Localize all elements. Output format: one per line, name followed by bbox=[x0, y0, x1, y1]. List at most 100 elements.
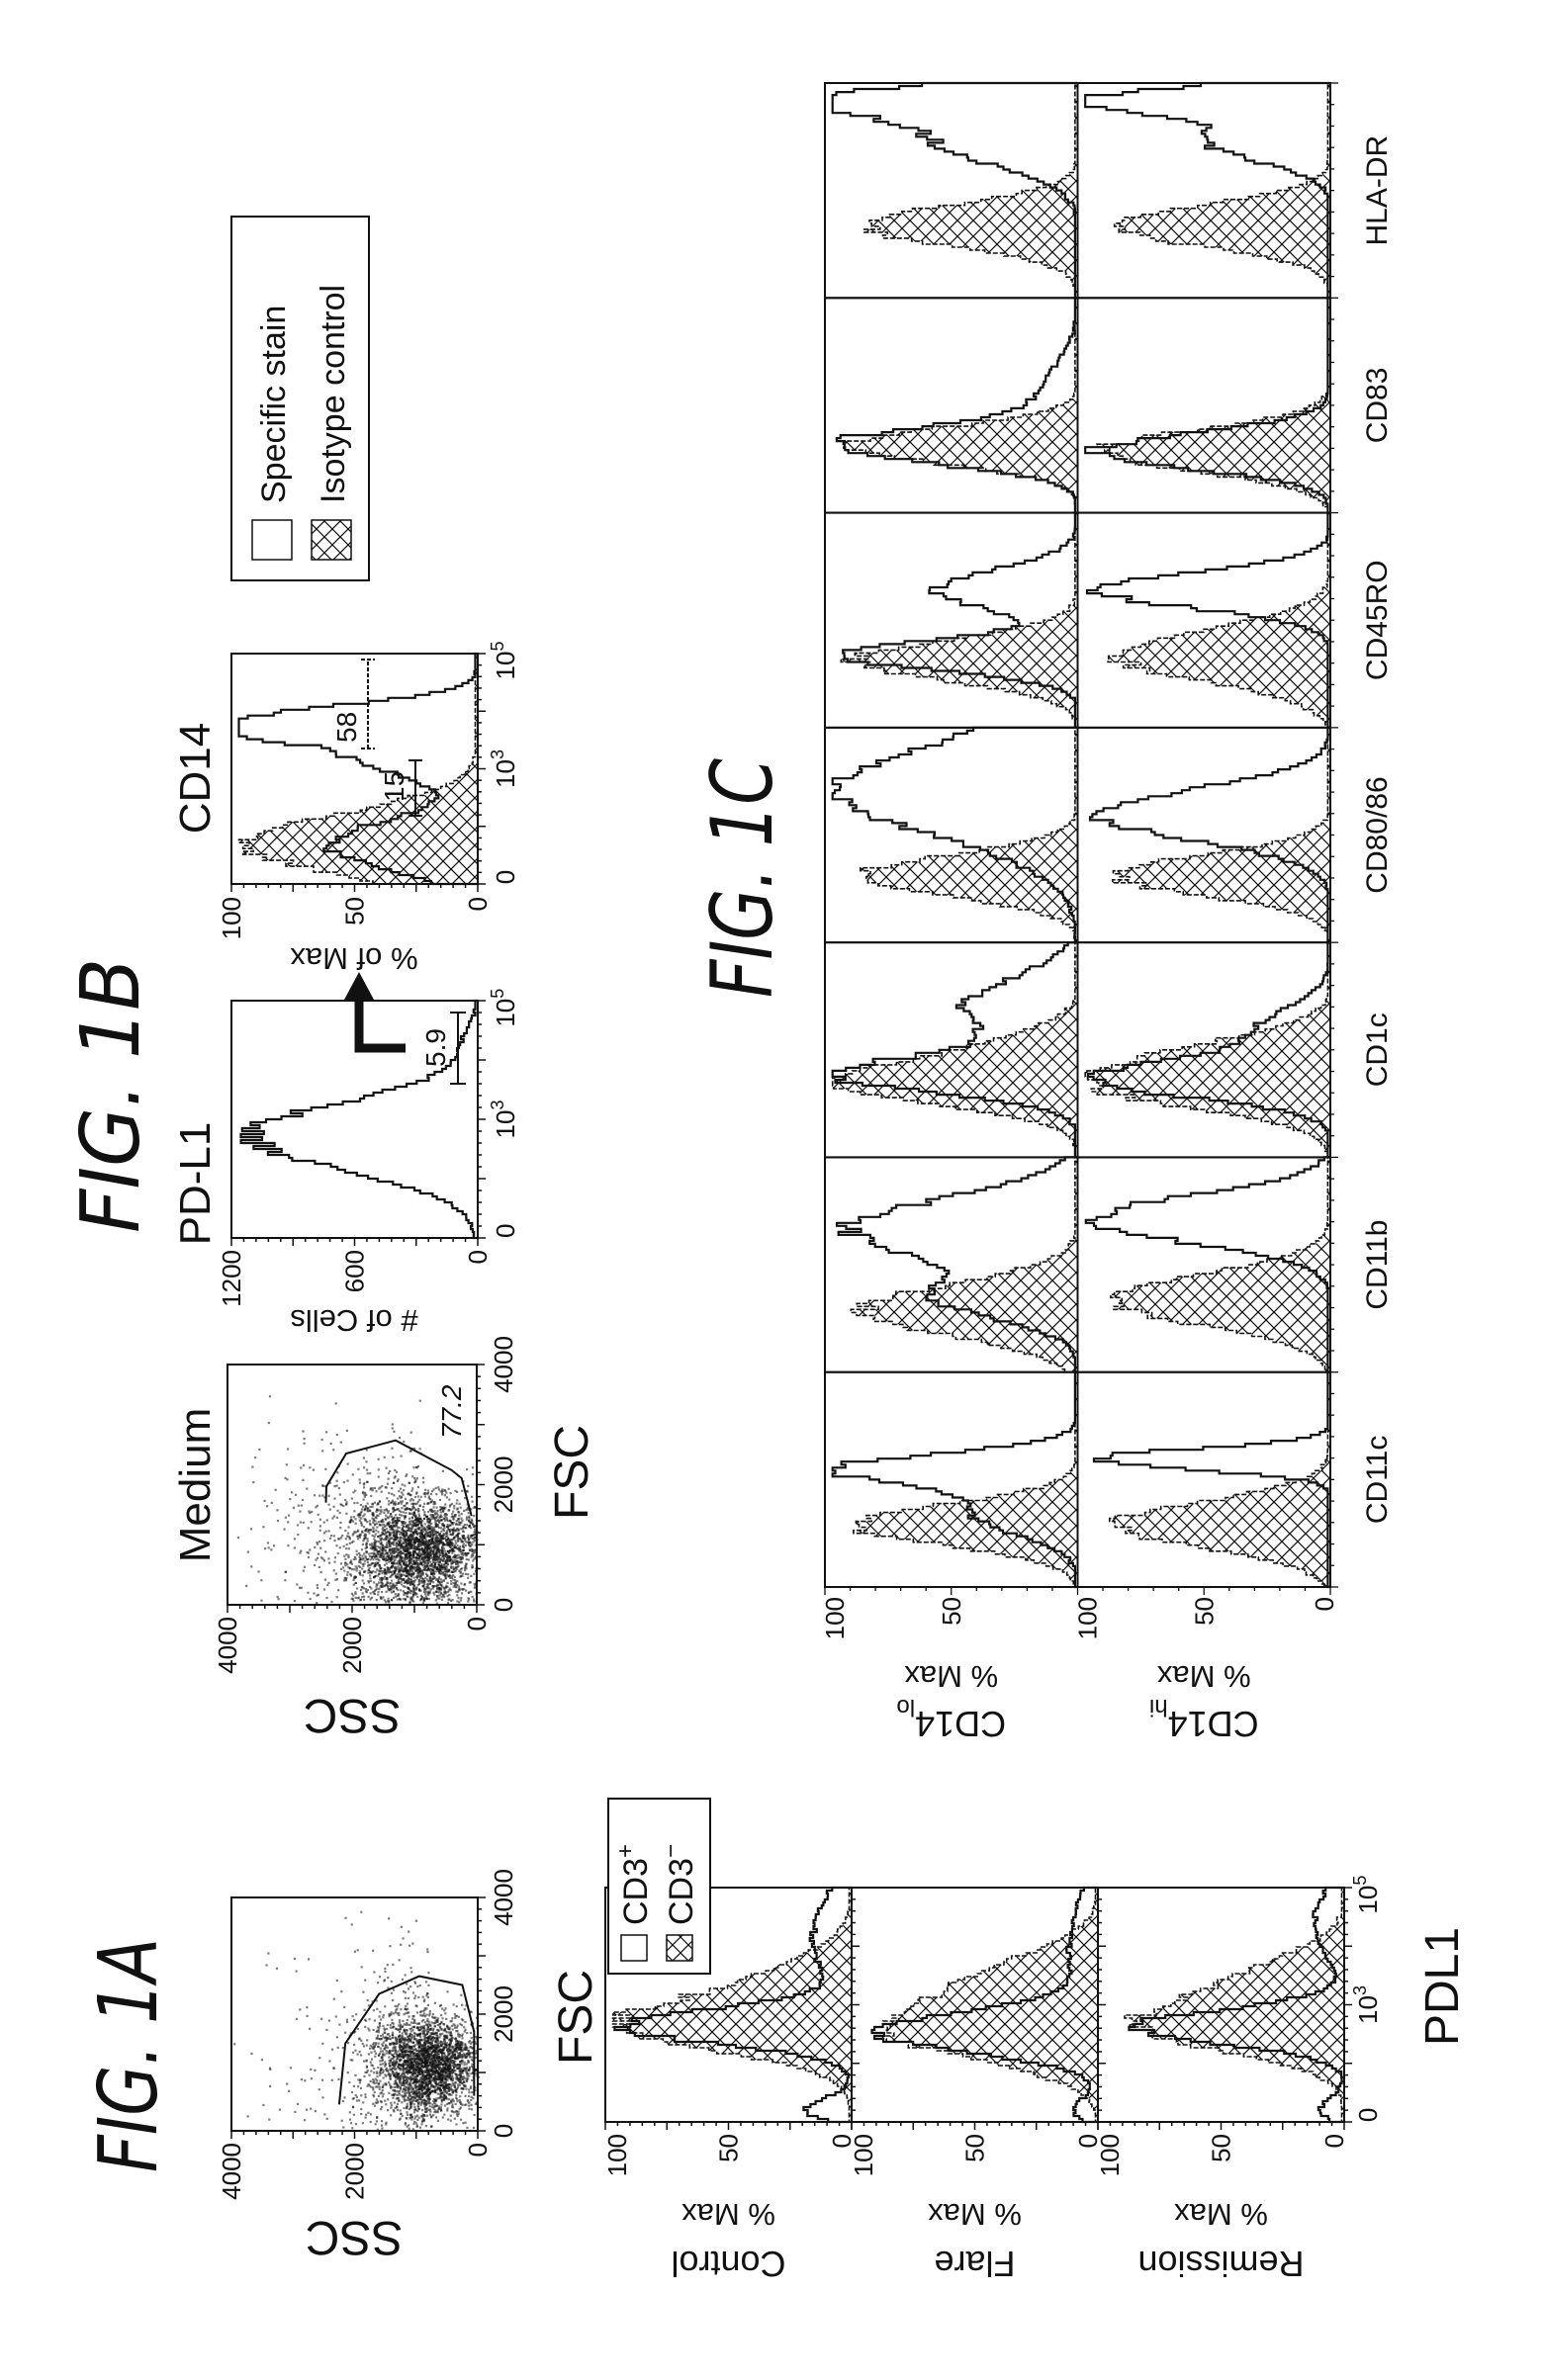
scatter-dot bbox=[435, 2071, 437, 2073]
tick-exponent: 3 bbox=[1350, 1985, 1370, 1995]
scatter-dot bbox=[414, 2069, 416, 2071]
scatter-dot bbox=[376, 2008, 378, 2010]
scatter-dot bbox=[450, 2120, 452, 2122]
x-tick-label: 2000 bbox=[489, 1985, 518, 2043]
scatter-dot bbox=[432, 2028, 434, 2030]
scatter-dot bbox=[426, 2066, 428, 2068]
scatter-dot bbox=[408, 2038, 409, 2040]
scatter-dot bbox=[401, 1926, 403, 1928]
row-y-axis-label: % Max bbox=[681, 2197, 775, 2232]
scatter-dot bbox=[383, 2070, 385, 2071]
scatter-dot bbox=[362, 1557, 364, 1559]
scatter-dot bbox=[407, 2079, 408, 2081]
scatter-dot bbox=[337, 1589, 339, 1591]
scatter-dot bbox=[410, 2119, 412, 2121]
scatter-dot bbox=[410, 2022, 412, 2024]
scatter-dot bbox=[466, 2073, 468, 2075]
scatter-dot bbox=[399, 2064, 401, 2066]
scatter-dot bbox=[405, 1997, 407, 1999]
scatter-dot bbox=[375, 2123, 377, 2125]
scatter-dot bbox=[428, 2064, 430, 2066]
scatter-dot bbox=[409, 2058, 411, 2060]
scatter-dot bbox=[467, 1573, 469, 1575]
scatter-dot bbox=[412, 2096, 414, 2098]
scatter-dot bbox=[444, 2012, 446, 2014]
scatter-dot bbox=[380, 2067, 382, 2069]
scatter-dot bbox=[436, 2045, 438, 2047]
scatter-dot bbox=[419, 2085, 421, 2087]
scatter-dot bbox=[453, 2100, 455, 2102]
scatter-dot bbox=[453, 1507, 455, 1509]
scatter-dot bbox=[431, 2084, 433, 2086]
scatter-dot bbox=[386, 2053, 388, 2055]
scatter-dot bbox=[459, 2053, 461, 2055]
scatter-dot bbox=[433, 2111, 435, 2113]
scatter-dot bbox=[405, 1991, 407, 1993]
scatter-dot bbox=[371, 2059, 373, 2061]
scatter-dot bbox=[381, 2106, 383, 2108]
scatter-dot bbox=[368, 2074, 370, 2076]
scatter-dot bbox=[398, 1531, 400, 1533]
scatter-dot bbox=[404, 2107, 406, 2109]
scatter-dot bbox=[392, 1999, 394, 2001]
scatter-dot bbox=[416, 2075, 418, 2077]
scatter-dot bbox=[397, 2109, 399, 2111]
scatter-dot bbox=[435, 2069, 437, 2071]
scatter-dot bbox=[437, 2030, 439, 2032]
scatter-dot bbox=[405, 1512, 407, 1514]
scatter-dot bbox=[391, 1992, 393, 1994]
scatter-dot bbox=[425, 1560, 427, 1562]
scatter-dot bbox=[338, 2024, 340, 2026]
scatter-dot bbox=[440, 2059, 442, 2061]
scatter-dot bbox=[402, 1483, 404, 1485]
scatter-dot bbox=[403, 1525, 405, 1527]
scatter-dot bbox=[357, 2054, 359, 2056]
scatter-dot bbox=[261, 2059, 263, 2061]
scatter-dot bbox=[442, 2043, 444, 2045]
scatter-dot bbox=[432, 2062, 434, 2064]
scatter-dot bbox=[440, 2028, 442, 2030]
scatter-dot bbox=[430, 1588, 432, 1590]
scatter-dot bbox=[247, 2115, 249, 2117]
scatter-dot bbox=[299, 2008, 301, 2010]
scatter-dot bbox=[455, 1524, 457, 1526]
scatter-dot bbox=[440, 2073, 442, 2075]
scatter-dot bbox=[376, 2098, 378, 2100]
scatter-dot bbox=[453, 1586, 455, 1588]
scatter-dot bbox=[413, 2121, 415, 2123]
scatter-dot bbox=[384, 2048, 386, 2050]
scatter-dot bbox=[446, 2075, 448, 2077]
scatter-dot bbox=[373, 2071, 375, 2073]
scatter-dot bbox=[466, 1468, 468, 1470]
scatter-dot bbox=[437, 2093, 439, 2095]
scatter-dot bbox=[392, 1423, 394, 1425]
scatter-dot bbox=[461, 1490, 463, 1492]
scatter-dot bbox=[353, 2044, 355, 2046]
scatter-dot bbox=[402, 1494, 404, 1496]
scatter-dot bbox=[417, 2106, 419, 2108]
scatter-dot bbox=[434, 2055, 436, 2057]
scatter-dot bbox=[450, 1583, 452, 1585]
scatter-dot bbox=[424, 2015, 426, 2017]
scatter-dot bbox=[450, 2071, 452, 2072]
scatter-dot bbox=[440, 1531, 442, 1533]
scatter-dot bbox=[435, 2082, 437, 2084]
scatter-dot bbox=[395, 2005, 397, 2007]
scatter-dot bbox=[360, 2087, 362, 2089]
scatter-dot bbox=[413, 2038, 415, 2040]
scatter-dot bbox=[403, 2065, 405, 2067]
scatter-dot bbox=[403, 1937, 405, 1939]
scatter-dot bbox=[452, 2077, 454, 2079]
scatter-dot bbox=[341, 2120, 343, 2122]
scatter-dot bbox=[398, 2054, 400, 2056]
scatter-dot bbox=[451, 1552, 453, 1554]
scatter-dot bbox=[304, 2079, 306, 2081]
scatter-dot bbox=[395, 1514, 397, 1516]
scatter-dot bbox=[384, 2031, 386, 2033]
scatter-dot bbox=[389, 1532, 391, 1534]
y-axis-label: SSC bbox=[306, 2211, 404, 2263]
scatter-dot bbox=[352, 2106, 354, 2108]
scatter-dot bbox=[347, 2042, 349, 2044]
scatter-dot bbox=[418, 2071, 420, 2073]
